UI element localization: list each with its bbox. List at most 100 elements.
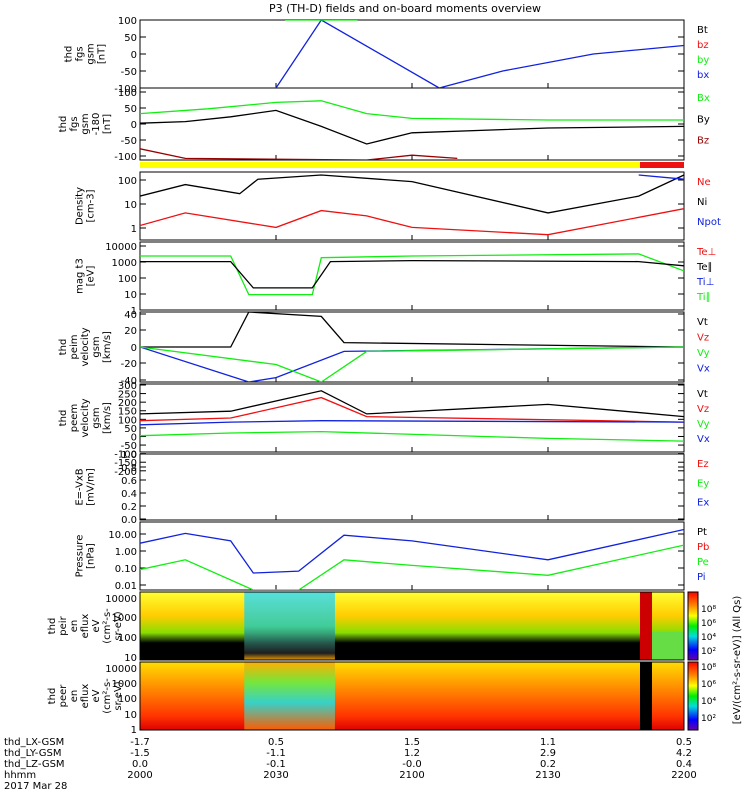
y-tick-label: -50 <box>121 441 137 452</box>
legend-Vx: Vx <box>697 364 710 375</box>
y-axis-label: (cm²-s- <box>102 678 113 714</box>
y-tick-label: 1 <box>131 306 137 317</box>
colorbar: 10⁸ 10⁶ 10⁴ 10² 10⁸ 10⁶ 10⁴ 10² [eV/(cm²-s-sr-eV… <box>687 591 743 731</box>
y-axis-label: [km/s] <box>102 402 113 434</box>
y-axis-label: [km/s] <box>102 331 113 363</box>
y-axis-label: -180 <box>91 113 102 136</box>
y-axis-label: eflux <box>80 614 91 639</box>
series-temperature-Te∥ <box>140 259 684 289</box>
x-row-value: 2.9 <box>540 748 556 759</box>
y-axis-label: [mV/m] <box>86 468 97 506</box>
legend-Ti∥: Ti∥ <box>696 292 711 303</box>
series-peem-velocity-Vy <box>140 430 684 442</box>
x-row-value: 1.1 <box>540 737 556 748</box>
x-row-value: -0.1 <box>266 759 286 770</box>
y-axis-label: peim <box>69 334 80 359</box>
x-row-value: 2000 <box>127 770 152 781</box>
y-tick-label: 10000 <box>105 664 137 675</box>
spectrogram-background <box>140 592 684 660</box>
colorbar-tick: 10² <box>701 714 716 724</box>
y-axis-label: [nPa] <box>86 543 97 569</box>
series-peem-velocity-Vt <box>140 390 684 418</box>
series-temperature-Ti∥ <box>140 253 684 296</box>
y-axis-label: thd <box>58 410 69 427</box>
spectrogram-frame <box>139 661 685 731</box>
series-peim-velocity-Vy <box>140 346 684 382</box>
y-tick-label: 10 <box>124 290 137 301</box>
x-row-value: 1.5 <box>404 737 420 748</box>
x-row-value: 0.5 <box>676 737 692 748</box>
legend-Pb: Pb <box>697 542 709 553</box>
y-tick-label: 0 <box>131 50 137 61</box>
series-peim-velocity-Vx <box>140 346 684 382</box>
y-tick-label: 0 <box>131 120 137 131</box>
legend-Te∥: Te∥ <box>696 262 713 273</box>
panel-fgs-gsm-clipped: 100 50 0 -50 -100 thd fgs gsm -180 [nT] Bx By Bz <box>58 87 710 163</box>
legend-Ex: Ex <box>697 498 709 509</box>
y-tick-label: 20 <box>124 326 137 337</box>
y-tick-label: 200 <box>118 398 137 409</box>
legend-Vz: Vz <box>697 404 709 415</box>
series-fgs-gsm-clipped-By <box>140 109 684 145</box>
colorbar-tick: 10⁴ <box>701 633 716 643</box>
y-axis-label: thd <box>64 46 75 63</box>
y-tick-label: -200 <box>114 467 137 478</box>
y-axis-label: sr-eV) <box>113 611 124 640</box>
y-axis-label: thd <box>47 688 58 705</box>
y-axis-label: [cm-3] <box>86 189 97 222</box>
legend-Vy: Vy <box>697 419 710 430</box>
y-axis-label: thd <box>58 116 69 133</box>
y-tick-label: -150 <box>114 458 137 469</box>
legend-by: by <box>697 55 709 66</box>
panel-frame <box>139 453 685 521</box>
y-tick-label: -20 <box>121 359 137 370</box>
y-tick-label: 0.2 <box>121 502 137 513</box>
overlays <box>139 20 685 731</box>
figure-title: P3 (TH-D) fields and on-board moments ov… <box>269 2 541 15</box>
colorbar-label: [eV/(cm²-s-sr-eV)] (All Qs) <box>732 596 743 725</box>
series-pressure-Pi <box>140 528 684 574</box>
y-axis-label: eV <box>91 619 102 632</box>
colorbar-tick: 10⁶ <box>701 680 716 690</box>
y-axis-label: (cm²-s- <box>102 608 113 644</box>
y-tick-label: 0.6 <box>121 476 137 487</box>
panel-frame <box>139 19 685 89</box>
panel-density: 100 10 1 Density [cm-3] Ne Ni Npot <box>75 171 721 241</box>
x-row-value: -1.1 <box>266 748 286 759</box>
legend-Ni: Ni <box>697 197 707 208</box>
y-axis-label: en <box>69 690 80 703</box>
x-row-value: 4.2 <box>676 748 692 759</box>
y-tick-label: 50 <box>124 424 137 435</box>
series-fgs-gsm-clipped-Bx <box>140 100 684 121</box>
x-row-value: -0.0 <box>402 759 422 770</box>
panel-frame <box>139 87 685 161</box>
legend-Ti⊥: Ti⊥ <box>696 277 714 288</box>
legend-Bt: Bt <box>697 25 708 36</box>
y-axis-label: [nT] <box>102 114 113 134</box>
y-axis-label: velocity <box>80 398 91 437</box>
mode-bar-yellow <box>140 162 640 168</box>
legend-Ne: Ne <box>697 177 711 188</box>
legend-Vy: Vy <box>697 348 710 359</box>
colorbar-top <box>687 591 699 661</box>
y-tick-label: -50 <box>121 136 137 147</box>
legend-Pt: Pt <box>697 527 707 538</box>
mode-bar-red <box>640 162 684 168</box>
y-tick-label: 100 <box>118 274 137 285</box>
panel-temperature: 10000 1000 100 10 1 mag t3 [eV] Te⊥ Te∥ Ti⊥ Ti∥ <box>75 241 716 317</box>
legend-Bx: Bx <box>697 93 710 104</box>
legend-Bz: Bz <box>697 136 709 147</box>
colorbar-tick: 10⁴ <box>701 697 716 707</box>
y-axis-label: gsm <box>91 407 102 428</box>
x-row-value: 0.4 <box>676 759 692 770</box>
colorbar-tick: 10² <box>701 647 716 657</box>
y-axis-label: Pressure <box>75 535 86 578</box>
y-tick-label: -100 <box>114 152 137 163</box>
y-tick-label: -50 <box>121 67 137 78</box>
series-group-temperature <box>140 253 684 296</box>
series-group-fgs-gsm <box>185 20 684 88</box>
x-row-value: 2100 <box>399 770 424 781</box>
panel-frame <box>139 521 685 591</box>
y-axis-label: mag t3 <box>75 258 86 294</box>
